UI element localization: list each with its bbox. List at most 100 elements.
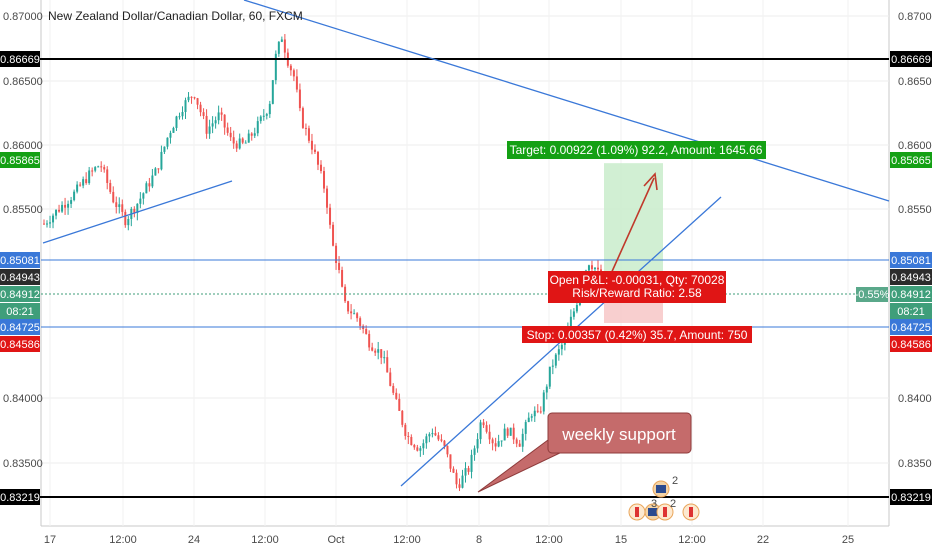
price-tag-left: [0, 269, 40, 285]
candle-body: [310, 140, 313, 150]
candle-body: [283, 39, 286, 53]
candle-body: [175, 116, 178, 128]
candle-body: [368, 333, 371, 348]
candle-body: [509, 427, 512, 436]
candle-body: [341, 269, 344, 287]
x-tick-label: 12:00: [535, 534, 563, 546]
target-label: Target: 0.00922 (1.09%) 92.2, Amount: 16…: [507, 141, 766, 159]
axis-labels: 0.87000 0.87000 0.86500 0.86500 0.86000 0.860…: [3, 11, 932, 546]
candle-body: [539, 411, 542, 413]
candle-body: [115, 202, 118, 208]
x-tick-label: 12:00: [109, 534, 137, 546]
candle-body: [428, 434, 431, 437]
pnl-label: Open P&L: -0.00031, Qty: 70028 Risk/Rewa…: [548, 271, 726, 303]
y-tick-label-left: 0.83500: [3, 458, 43, 470]
candle-body: [163, 146, 166, 152]
candle-body: [76, 184, 79, 192]
price-tag-right-label: 0.85865: [891, 155, 931, 167]
candle-body: [178, 116, 181, 118]
price-tag-left-label: 0.85081: [0, 255, 40, 267]
candle-body: [473, 448, 476, 455]
candle-body: [91, 170, 94, 172]
candle-body: [244, 142, 247, 144]
candle-body: [395, 392, 398, 399]
candle-body: [335, 245, 338, 264]
candle-body: [425, 436, 428, 444]
candle-body: [274, 53, 277, 81]
candle-body: [133, 208, 136, 213]
candle-body: [235, 143, 238, 149]
x-tick-label: 17: [44, 534, 56, 546]
candle-body: [280, 39, 283, 42]
y-tick-label-right: 0.86500: [898, 76, 932, 88]
candle-body: [79, 184, 82, 186]
price-tag-left-label: 0.84943: [0, 272, 40, 284]
candle-body: [587, 265, 590, 271]
candle-body: [467, 468, 470, 472]
candle-body: [551, 365, 554, 367]
candle-body: [109, 183, 112, 192]
candle-body: [301, 108, 304, 128]
event-marker-flag-icon-inner: [635, 507, 639, 517]
candle-body: [118, 204, 121, 208]
candle-body: [437, 435, 440, 440]
price-tag-left: [0, 489, 40, 505]
stop-label: Stop: 0.00357 (0.42%) 35.7, Amount: 750: [522, 326, 752, 343]
candle-body: [151, 175, 154, 187]
candle-body: [211, 123, 214, 127]
candle-body: [353, 313, 356, 315]
candle-body: [419, 448, 422, 451]
candle-body: [530, 416, 533, 418]
candle-body: [70, 200, 73, 204]
price-tag-right: [890, 152, 932, 168]
candle-body: [145, 183, 148, 194]
price-change-badge-bg: [856, 287, 888, 302]
x-tick-label: 15: [615, 534, 627, 546]
candle-body: [241, 138, 244, 143]
price-tag-right-label: 0.84912: [891, 289, 931, 301]
price-tag-right-label: 0.83219: [891, 492, 931, 504]
candle-body: [262, 115, 265, 117]
candle-body: [43, 223, 45, 225]
candle-body: [590, 265, 593, 270]
candle-body: [440, 439, 443, 441]
pnl-label-bg: [548, 271, 726, 303]
candle-body: [160, 151, 163, 170]
candle-body: [482, 422, 485, 426]
candle-body: [103, 167, 106, 170]
candle-body: [205, 115, 208, 134]
trendline-descending: [243, 0, 890, 202]
candle-body: [347, 301, 350, 312]
candle-body: [377, 349, 380, 353]
candle-body: [569, 316, 572, 327]
price-tag-right: [890, 286, 932, 302]
candle-body: [214, 120, 217, 124]
candle-body: [458, 484, 461, 488]
candle-body: [217, 112, 220, 121]
candle-body: [518, 443, 521, 447]
candle-body: [386, 357, 389, 373]
candle-body: [545, 386, 548, 393]
candle-body: [404, 424, 407, 436]
candle-body: [407, 435, 410, 437]
candle-body: [365, 328, 368, 334]
x-tick-label: 8: [476, 534, 482, 546]
price-tag-left-label: 08:21: [6, 306, 34, 318]
price-tag-left-label: 0.84912: [0, 289, 40, 301]
candle-body: [190, 96, 193, 98]
candle-body: [121, 204, 124, 212]
candle-body: [313, 149, 316, 152]
price-tag-left-label: 0.83219: [0, 492, 40, 504]
candle-body: [443, 440, 446, 446]
candle-body: [127, 218, 130, 226]
candle-body: [593, 267, 596, 270]
candle-body: [250, 133, 253, 136]
x-tick-label: 22: [757, 534, 769, 546]
event-marker-flag-icon-inner: [689, 507, 693, 517]
price-tag-left-label: 0.86669: [0, 54, 40, 66]
price-tags: 0.86669 0.86669 0.85865 0.85865 0.85081 0.850…: [0, 51, 932, 505]
candle-body: [548, 366, 551, 387]
candle-body: [298, 89, 301, 109]
candle-body: [521, 433, 524, 447]
candle-body: [139, 198, 142, 204]
